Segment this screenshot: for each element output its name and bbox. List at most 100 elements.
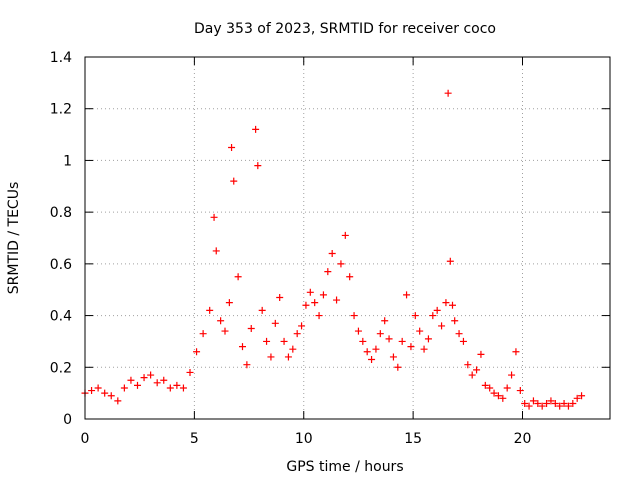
data-point xyxy=(293,330,301,338)
data-point xyxy=(560,399,568,407)
data-point xyxy=(94,384,102,392)
data-point xyxy=(212,247,220,255)
grid-lines xyxy=(85,57,610,419)
data-point xyxy=(319,291,327,299)
data-point xyxy=(217,317,225,325)
data-point xyxy=(337,260,345,268)
data-point xyxy=(442,299,450,307)
data-point xyxy=(333,296,341,304)
data-point xyxy=(247,325,255,332)
data-point xyxy=(221,327,229,335)
data-point xyxy=(433,306,441,314)
data-point xyxy=(473,366,481,374)
y-tick-label: 0.4 xyxy=(50,309,72,325)
data-point xyxy=(306,288,314,296)
data-point xyxy=(499,394,507,402)
data-point xyxy=(258,306,266,314)
data-point xyxy=(271,319,279,327)
axis-ticks: 0 0.2 0.4 0.6 0.8 1 1.2 1.4 0 5 10 15 20 xyxy=(50,50,610,447)
data-point xyxy=(459,337,467,345)
data-point xyxy=(254,162,262,170)
data-point xyxy=(127,376,135,384)
data-point xyxy=(508,371,516,379)
data-point xyxy=(368,356,376,364)
data-point xyxy=(186,368,194,376)
data-point xyxy=(464,361,472,369)
data-point xyxy=(225,299,233,307)
data-point xyxy=(411,312,419,320)
y-tick-label: 1.2 xyxy=(50,102,72,118)
data-point xyxy=(381,317,389,325)
data-point xyxy=(88,387,96,395)
x-axis-label: GPS time / hours xyxy=(286,459,403,475)
chart-title: Day 353 of 2023, SRMTID for receiver coc… xyxy=(194,21,496,37)
data-point xyxy=(354,327,362,335)
data-point xyxy=(429,312,437,320)
y-tick-label: 0.6 xyxy=(50,257,72,273)
data-point xyxy=(394,363,402,371)
data-point xyxy=(324,268,332,276)
data-point xyxy=(551,399,559,407)
data-point xyxy=(166,384,174,392)
data-point xyxy=(521,399,529,407)
data-point xyxy=(173,381,181,389)
data-point xyxy=(289,345,297,353)
data-point xyxy=(147,371,155,379)
data-point xyxy=(385,335,393,343)
x-tick-label: 5 xyxy=(190,431,199,447)
data-point xyxy=(302,301,310,309)
data-point xyxy=(315,312,323,320)
data-point xyxy=(564,402,572,410)
data-point xyxy=(230,177,238,185)
data-point xyxy=(512,348,520,356)
data-point xyxy=(573,394,581,402)
data-point xyxy=(193,348,201,356)
data-point xyxy=(403,291,411,299)
data-point xyxy=(477,350,485,358)
data-point xyxy=(398,337,406,345)
data-point xyxy=(179,384,187,392)
data-point xyxy=(120,384,128,392)
data-point xyxy=(481,381,489,389)
data-point xyxy=(538,402,546,410)
data-point xyxy=(280,337,288,345)
data-point xyxy=(372,345,380,353)
data-point xyxy=(446,257,454,265)
data-point xyxy=(503,384,511,392)
data-markers xyxy=(81,89,586,410)
plot-frame xyxy=(84,56,611,420)
data-point xyxy=(298,322,306,330)
data-point xyxy=(284,353,292,361)
x-tick-label: 20 xyxy=(514,431,532,447)
data-point xyxy=(140,374,148,382)
data-point xyxy=(199,330,207,338)
data-point xyxy=(276,293,284,301)
data-point xyxy=(494,392,502,400)
data-point xyxy=(578,392,586,400)
data-point xyxy=(263,337,271,345)
data-point xyxy=(424,335,432,343)
data-point xyxy=(359,337,367,345)
data-point xyxy=(341,231,349,239)
y-tick-label: 0.8 xyxy=(50,205,72,221)
data-point xyxy=(134,381,141,389)
data-point xyxy=(107,392,115,400)
data-point xyxy=(234,273,242,281)
data-point xyxy=(376,330,384,338)
data-point xyxy=(525,402,533,410)
data-point xyxy=(350,312,358,320)
data-point xyxy=(547,397,555,405)
data-point xyxy=(114,397,122,405)
data-point xyxy=(569,399,577,407)
y-tick-label: 0.2 xyxy=(50,360,72,376)
data-point xyxy=(243,361,251,369)
data-point xyxy=(556,402,564,410)
data-point xyxy=(529,397,537,405)
data-point xyxy=(416,327,424,335)
data-point xyxy=(407,343,415,351)
data-point xyxy=(449,301,456,309)
data-point xyxy=(389,353,397,361)
y-tick-label: 1.4 xyxy=(50,50,72,66)
y-tick-label: 0 xyxy=(63,412,72,428)
